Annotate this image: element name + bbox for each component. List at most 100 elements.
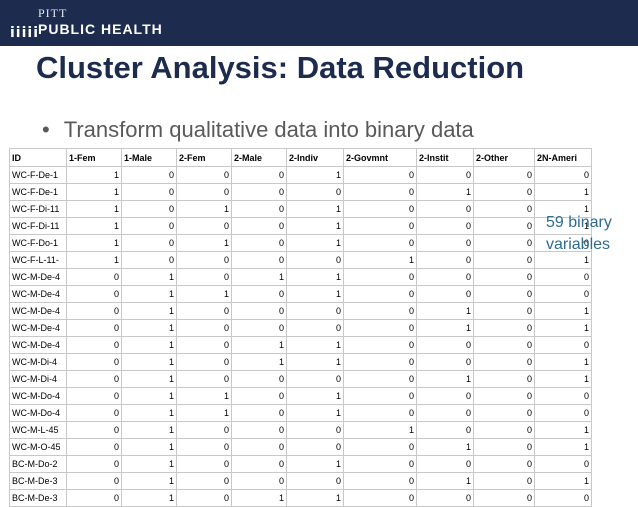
table-row: WC-F-Di-11 1 0 1 0 1 0 0 0 1 (9, 200, 592, 218)
binary-value-cell: 0 (66, 387, 122, 405)
binary-value-cell: 0 (343, 319, 417, 337)
binary-value-cell: 0 (343, 217, 417, 235)
table-row: WC-M-L-45 0 1 0 0 0 1 0 0 1 (9, 421, 592, 439)
binary-value-cell: 0 (231, 421, 287, 439)
binary-value-cell: 1 (286, 234, 344, 252)
column-header: 2-Govmnt (343, 148, 417, 167)
binary-value-cell: 1 (121, 489, 177, 507)
binary-value-cell: 0 (416, 166, 474, 184)
binary-value-cell: 0 (66, 455, 122, 473)
row-id-cell: WC-M-De-4 (9, 285, 67, 303)
binary-value-cell: 0 (286, 319, 344, 337)
binary-value-cell: 0 (416, 200, 474, 218)
binary-value-cell: 1 (121, 370, 177, 388)
row-id-cell: WC-M-Di-4 (9, 353, 67, 371)
row-id-cell: WC-F-Di-11 (9, 200, 67, 218)
binary-value-cell: 0 (231, 404, 287, 422)
row-id-cell: WC-F-Do-1 (9, 234, 67, 252)
binary-value-cell: 1 (286, 166, 344, 184)
binary-value-cell: 1 (286, 353, 344, 371)
row-id-cell: WC-M-Do-4 (9, 387, 67, 405)
binary-value-cell: 1 (121, 472, 177, 490)
binary-value-cell: 0 (231, 217, 287, 235)
binary-value-cell: 0 (473, 217, 535, 235)
binary-value-cell: 0 (534, 336, 592, 354)
binary-value-cell: 0 (176, 251, 232, 269)
binary-value-cell: 1 (534, 472, 592, 490)
binary-value-cell: 0 (121, 200, 177, 218)
binary-value-cell: 1 (176, 234, 232, 252)
binary-value-cell: 0 (416, 217, 474, 235)
binary-value-cell: 1 (286, 404, 344, 422)
variables-note-line1: 59 binary (546, 214, 612, 231)
brand-header-bar: iiiii PITT PUBLIC HEALTH (0, 0, 638, 46)
binary-value-cell: 0 (473, 438, 535, 456)
binary-value-cell: 1 (343, 251, 417, 269)
binary-value-cell: 1 (416, 472, 474, 490)
row-id-cell: WC-F-De-1 (9, 183, 67, 201)
binary-value-cell: 1 (286, 200, 344, 218)
binary-value-cell: 0 (473, 387, 535, 405)
table-row: BC-M-Do-2 0 1 0 0 1 0 0 0 0 (9, 455, 592, 473)
binary-value-cell: 1 (121, 455, 177, 473)
variables-note-line2: variables (546, 236, 611, 253)
binary-value-cell: 1 (121, 404, 177, 422)
binary-value-cell: 1 (231, 336, 287, 354)
binary-value-cell: 1 (66, 200, 122, 218)
binary-value-cell: 1 (416, 319, 474, 337)
variables-note: 59 binary variables (546, 212, 612, 256)
binary-value-cell: 1 (286, 336, 344, 354)
binary-value-cell: 1 (121, 421, 177, 439)
binary-value-cell: 0 (176, 489, 232, 507)
binary-value-cell: 0 (473, 268, 535, 286)
binary-value-cell: 0 (416, 268, 474, 286)
binary-value-cell: 0 (343, 302, 417, 320)
binary-value-cell: 0 (343, 455, 417, 473)
binary-value-cell: 0 (176, 438, 232, 456)
row-id-cell: WC-M-De-4 (9, 336, 67, 354)
binary-value-cell: 1 (534, 353, 592, 371)
table-header-row: ID 1-Fem 1-Male 2-Fem 2-Male 2-Indiv 2-Govmnt 2… (9, 148, 592, 167)
binary-value-cell: 0 (121, 183, 177, 201)
binary-value-cell: 1 (416, 302, 474, 320)
binary-value-cell: 1 (121, 319, 177, 337)
binary-value-cell: 0 (66, 370, 122, 388)
binary-value-cell: 0 (343, 353, 417, 371)
binary-value-cell: 0 (286, 370, 344, 388)
binary-value-cell: 0 (473, 166, 535, 184)
column-header: ID (9, 148, 67, 167)
binary-value-cell: 0 (473, 319, 535, 337)
binary-value-cell: 1 (66, 166, 122, 184)
binary-value-cell: 1 (534, 302, 592, 320)
binary-value-cell: 0 (534, 387, 592, 405)
binary-value-cell: 0 (176, 370, 232, 388)
binary-value-cell: 1 (231, 353, 287, 371)
table-row: WC-F-De-1 1 0 0 0 0 0 1 0 1 (9, 183, 592, 201)
binary-value-cell: 0 (534, 268, 592, 286)
table-row: WC-F-Do-1 1 0 1 0 1 0 0 0 0 (9, 234, 592, 252)
binary-value-cell: 1 (534, 319, 592, 337)
binary-value-cell: 1 (534, 438, 592, 456)
binary-value-cell: 0 (416, 489, 474, 507)
column-header: 1-Fem (66, 148, 122, 167)
binary-data-table: ID 1-Fem 1-Male 2-Fem 2-Male 2-Indiv 2-Govmnt 2… (9, 148, 592, 507)
binary-value-cell: 0 (416, 387, 474, 405)
column-header: 2-Instit (416, 148, 474, 167)
table-row: BC-M-De-3 0 1 0 0 0 0 1 0 1 (9, 472, 592, 490)
slide-title: Cluster Analysis: Data Reduction (36, 50, 525, 85)
logo-bottom-text: PUBLIC HEALTH (38, 21, 163, 37)
binary-value-cell: 0 (473, 489, 535, 507)
binary-value-cell: 1 (286, 489, 344, 507)
binary-value-cell: 0 (66, 404, 122, 422)
row-id-cell: WC-M-O-45 (9, 438, 67, 456)
column-header: 2-Other (473, 148, 535, 167)
binary-value-cell: 1 (121, 336, 177, 354)
binary-value-cell: 0 (416, 234, 474, 252)
binary-value-cell: 0 (534, 489, 592, 507)
binary-value-cell: 0 (66, 268, 122, 286)
binary-value-cell: 0 (176, 268, 232, 286)
binary-value-cell: 0 (534, 404, 592, 422)
binary-value-cell: 1 (416, 370, 474, 388)
binary-value-cell: 1 (286, 387, 344, 405)
binary-value-cell: 1 (176, 200, 232, 218)
